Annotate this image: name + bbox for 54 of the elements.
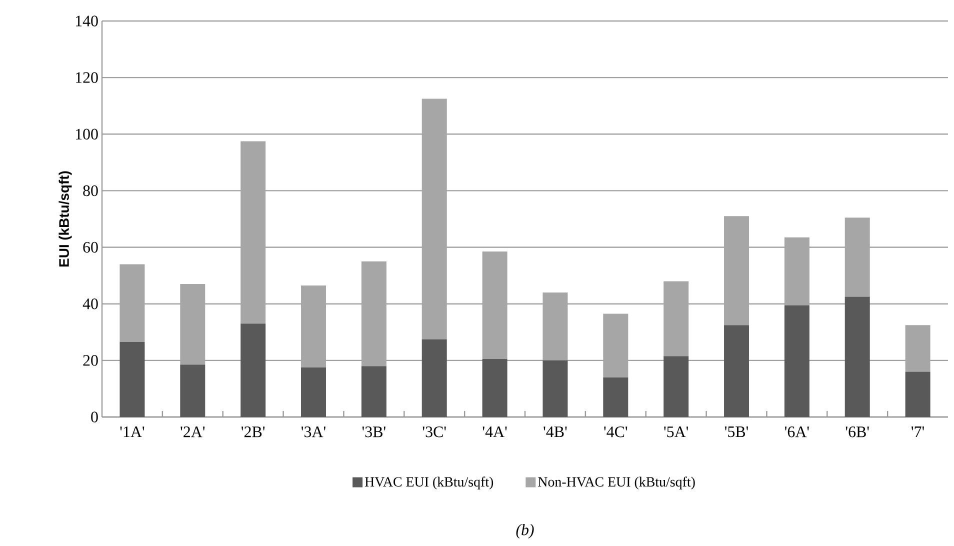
bar [180, 284, 206, 365]
bar [482, 359, 508, 417]
bar [240, 141, 266, 324]
bar [603, 314, 628, 378]
bar [301, 285, 326, 368]
bar [784, 305, 810, 417]
bar [542, 360, 568, 417]
x-tick-label: '4A' [482, 426, 507, 438]
bar [844, 296, 870, 417]
x-tick-label: '7' [912, 426, 924, 437]
bar [120, 342, 145, 417]
y-tick-label: 100 [76, 128, 98, 140]
bar [361, 261, 386, 366]
bar [301, 368, 326, 417]
bar [905, 372, 930, 417]
x-tick-label: '4C' [604, 426, 628, 438]
bar [905, 325, 930, 372]
y-tick-label: 20 [83, 355, 98, 366]
y-tick-label: 80 [83, 185, 98, 196]
x-tick-label: '4B' [544, 426, 567, 438]
y-axis-title: EUI (kBtu/sqft) [58, 171, 72, 266]
x-tick-label: '3C' [422, 426, 446, 438]
bar [240, 324, 266, 417]
bar [724, 216, 750, 326]
bar [664, 356, 689, 417]
bar [361, 366, 386, 417]
y-tick-label: 120 [76, 72, 98, 83]
bar [482, 252, 508, 360]
x-tick-label: '2A' [180, 426, 205, 438]
bar [422, 339, 447, 417]
bar [120, 264, 145, 342]
y-tick-label: 60 [83, 242, 98, 253]
x-tick-label: '6B' [846, 426, 869, 438]
legend-label: HVAC EUI (kBtu/sqft) [364, 476, 494, 490]
x-tick-label: '5B' [725, 426, 748, 438]
bar [180, 364, 206, 417]
x-tick-label: '3B' [362, 426, 386, 438]
bar [724, 325, 750, 417]
bar [603, 377, 628, 417]
text: (b) [516, 524, 534, 538]
x-tick-label: '5A' [664, 426, 688, 438]
bar [542, 292, 568, 360]
y-tick-label: 0 [91, 412, 98, 422]
y-tick-label: 140 [76, 16, 98, 26]
legend-label: Non-HVAC EUI (kBtu/sqft) [538, 476, 695, 490]
y-tick-label: 40 [82, 298, 98, 310]
x-tick-label: '6A' [784, 426, 809, 438]
bar [422, 98, 447, 340]
bar [844, 218, 870, 297]
x-tick-label: '2B' [242, 426, 265, 438]
x-tick-label: '1A' [120, 426, 144, 438]
bar [784, 237, 810, 306]
bar [664, 281, 689, 356]
x-tick-label: '3A' [302, 426, 326, 438]
